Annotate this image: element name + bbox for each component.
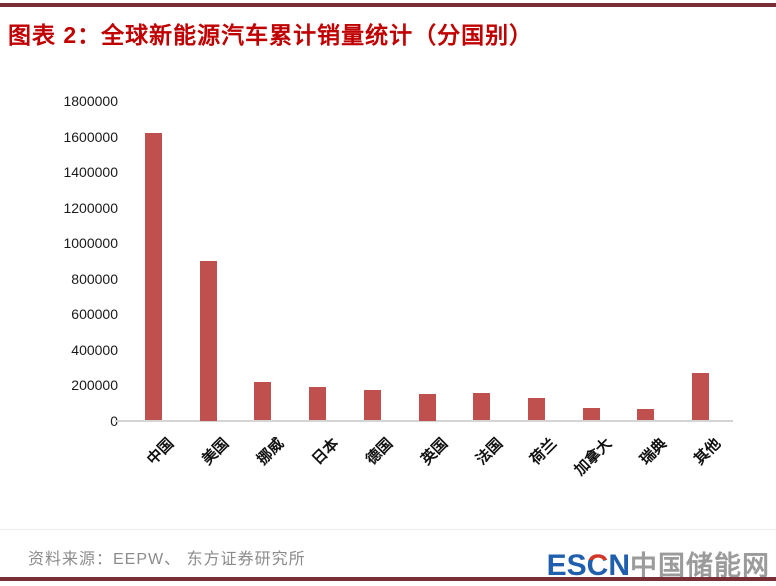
bar-法国 (473, 392, 491, 421)
y-axis-tick-label: 1000000 (63, 235, 118, 251)
y-axis-tick-label: 400000 (71, 341, 118, 358)
bar-德国 (363, 390, 381, 421)
x-axis-category-label: 英国 (417, 435, 452, 469)
bar-其他 (692, 373, 709, 421)
chart-title: 图表 2：全球新能源汽车累计销量统计（分国别） (8, 22, 534, 48)
bar-中国 (145, 132, 162, 421)
y-axis-tick-label: 600000 (71, 306, 118, 322)
x-axis-category-label: 中国 (144, 435, 178, 469)
y-axis-tick-label: 1800000 (63, 93, 118, 109)
x-axis-category-label: 荷兰 (527, 435, 561, 469)
top-divider-rule (0, 3, 776, 7)
x-axis-category-label: 挪威 (253, 435, 288, 469)
bar-美国 (199, 260, 217, 421)
bar-瑞典 (637, 408, 655, 421)
x-axis-category-label: 其他 (691, 435, 725, 469)
y-axis-tick-label: 1400000 (63, 164, 118, 180)
escn-logo: ESCN中国储能网 (547, 544, 770, 583)
x-axis-category-label: 加拿大 (571, 435, 616, 479)
y-axis-tick-label: 1600000 (63, 128, 118, 145)
x-axis-category-label: 日本 (308, 435, 342, 469)
y-axis-tick-label: 800000 (71, 270, 118, 287)
footer-separator-line (0, 529, 776, 530)
x-axis-line (115, 419, 733, 422)
bar-英国 (418, 393, 436, 421)
escn-logo-n: N (608, 549, 630, 582)
escn-logo-c: C (586, 549, 609, 582)
y-axis-tick-label: 0 (20, 412, 118, 430)
y-axis-tick-label: 1200000 (63, 199, 118, 216)
x-axis-category-label: 美国 (199, 435, 233, 469)
data-source-note: 资料来源：EEPW、 东方证券研究所 (28, 551, 306, 568)
escn-logo-es: ES (546, 549, 587, 582)
bar-加拿大 (582, 407, 600, 421)
bar-荷兰 (527, 397, 545, 421)
bar-挪威 (254, 382, 272, 421)
bar-日本 (309, 387, 327, 421)
escn-logo-chinese-name: 中国储能网 (630, 551, 770, 581)
x-axis-category-label: 法国 (472, 435, 506, 469)
x-axis-category-label: 瑞典 (636, 435, 670, 469)
y-axis-tick-label: 200000 (71, 377, 118, 393)
bottom-divider-rule (0, 577, 776, 581)
escn-logo-latin: ESCN (547, 549, 630, 582)
x-axis-category-label: 德国 (363, 435, 397, 469)
